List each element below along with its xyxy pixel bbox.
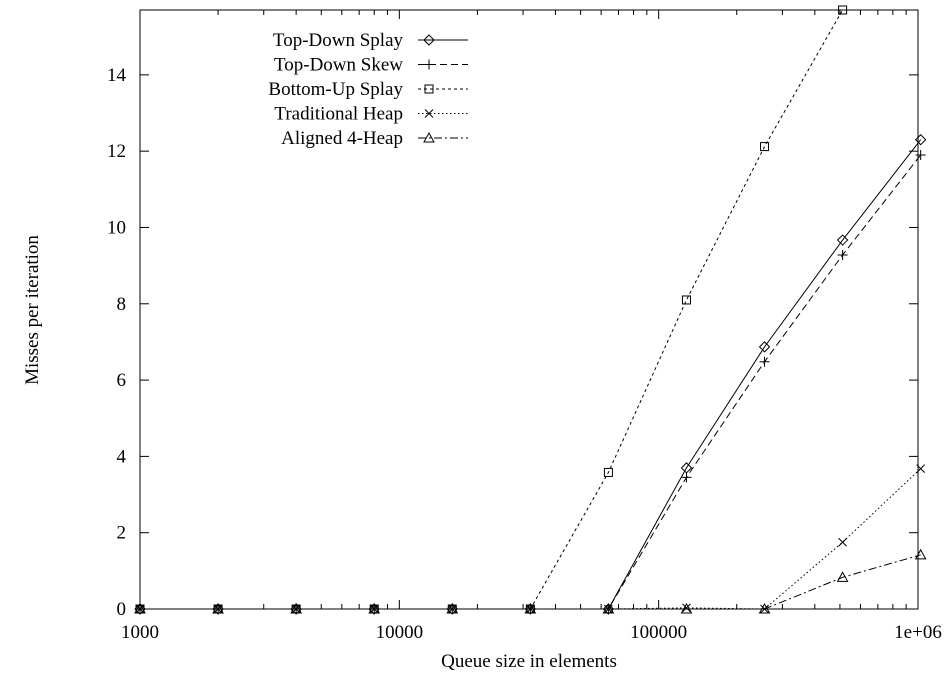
legend-item-top-down-splay: Top-Down Splay [273, 30, 468, 51]
legend-marker-top-down-skew [424, 59, 434, 70]
data-point-top-down-skew [759, 356, 770, 367]
data-point-aligned-4-heap [602, 602, 615, 614]
data-point-top-down-skew [681, 472, 692, 483]
series-top-down-skew [135, 149, 926, 614]
series-line-aligned-4-heap [140, 554, 921, 610]
data-point-traditional-heap [916, 464, 926, 473]
data-point-traditional-heap [447, 604, 457, 614]
x-axis-title: Queue size in elements [441, 651, 617, 672]
data-point-top-down-skew [837, 249, 848, 260]
x-tick-label: 1e+06 [894, 622, 942, 643]
series-line-top-down-skew [140, 154, 922, 610]
data-point-aligned-4-heap [290, 602, 302, 614]
plot-frame [139, 9, 919, 610]
y-tick-label: 0 [117, 599, 127, 620]
legend-marker-top-down-splay [423, 34, 435, 46]
data-point-aligned-4-heap [680, 602, 693, 614]
data-point-traditional-heap [369, 604, 379, 614]
y-tick-label: 8 [117, 294, 127, 315]
series-line-bottom-up-splay [140, 9, 844, 610]
data-point-traditional-heap [213, 604, 223, 614]
legend-label: Top-Down Skew [274, 55, 403, 76]
legend-marker-aligned-4-heap [423, 131, 435, 143]
data-point-traditional-heap [682, 603, 691, 613]
legend-label: Bottom-Up Splay [268, 79, 403, 100]
data-point-bottom-up-splay [603, 467, 613, 477]
data-point-aligned-4-heap [914, 548, 927, 560]
series-bottom-up-splay [135, 5, 848, 614]
data-point-top-down-splay [914, 134, 927, 146]
legend-marker-traditional-heap [424, 109, 434, 118]
y-tick-label: 2 [117, 523, 127, 544]
x-tick-label: 1000 [121, 622, 159, 643]
y-tick-label: 6 [117, 370, 127, 391]
data-point-top-down-splay [758, 341, 771, 353]
data-point-aligned-4-heap [134, 602, 146, 614]
data-point-aligned-4-heap [446, 602, 459, 614]
legend-marker-bottom-up-splay [424, 84, 434, 94]
data-point-aligned-4-heap [836, 571, 849, 582]
series-aligned-4-heap [134, 548, 927, 614]
y-tick-label: 14 [107, 65, 127, 86]
axes-group: 0 2 4 6 8 10 12 14 1000 10000 100000 1e+06 [107, 9, 942, 643]
legend: Top-Down Splay Top-Down Skew Bottom-Up Spl… [268, 30, 468, 149]
series-traditional-heap [135, 464, 926, 614]
series-line-top-down-splay [140, 139, 922, 610]
data-point-aligned-4-heap [368, 602, 381, 614]
data-point-top-down-splay [836, 234, 849, 246]
legend-item-traditional-heap: Traditional Heap [274, 104, 468, 125]
data-point-top-down-skew [915, 149, 926, 160]
legend-item-aligned-4-heap: Aligned 4-Heap [281, 128, 468, 149]
series-line-traditional-heap [140, 468, 922, 610]
series-top-down-splay [134, 134, 927, 615]
data-point-aligned-4-heap [212, 602, 224, 614]
y-tick-label: 4 [117, 446, 127, 467]
y-tick-label: 12 [107, 141, 126, 162]
y-tick-label: 10 [107, 217, 126, 238]
data-point-traditional-heap [838, 537, 847, 547]
legend-label: Aligned 4-Heap [281, 128, 403, 149]
legend-item-top-down-skew: Top-Down Skew [274, 55, 468, 76]
legend-label: Top-Down Splay [273, 30, 404, 51]
x-tick-label: 100000 [630, 622, 687, 643]
data-point-bottom-up-splay [838, 5, 848, 15]
data-point-aligned-4-heap [758, 602, 771, 614]
series-group [134, 5, 927, 615]
data-point-bottom-up-splay [681, 295, 691, 305]
data-point-bottom-up-splay [760, 142, 770, 152]
legend-label: Traditional Heap [274, 104, 403, 125]
legend-item-bottom-up-splay: Bottom-Up Splay [268, 79, 468, 100]
x-tick-label: 10000 [376, 622, 424, 643]
y-axis-title: Misses per iteration [22, 235, 43, 385]
data-point-aligned-4-heap [524, 602, 537, 614]
